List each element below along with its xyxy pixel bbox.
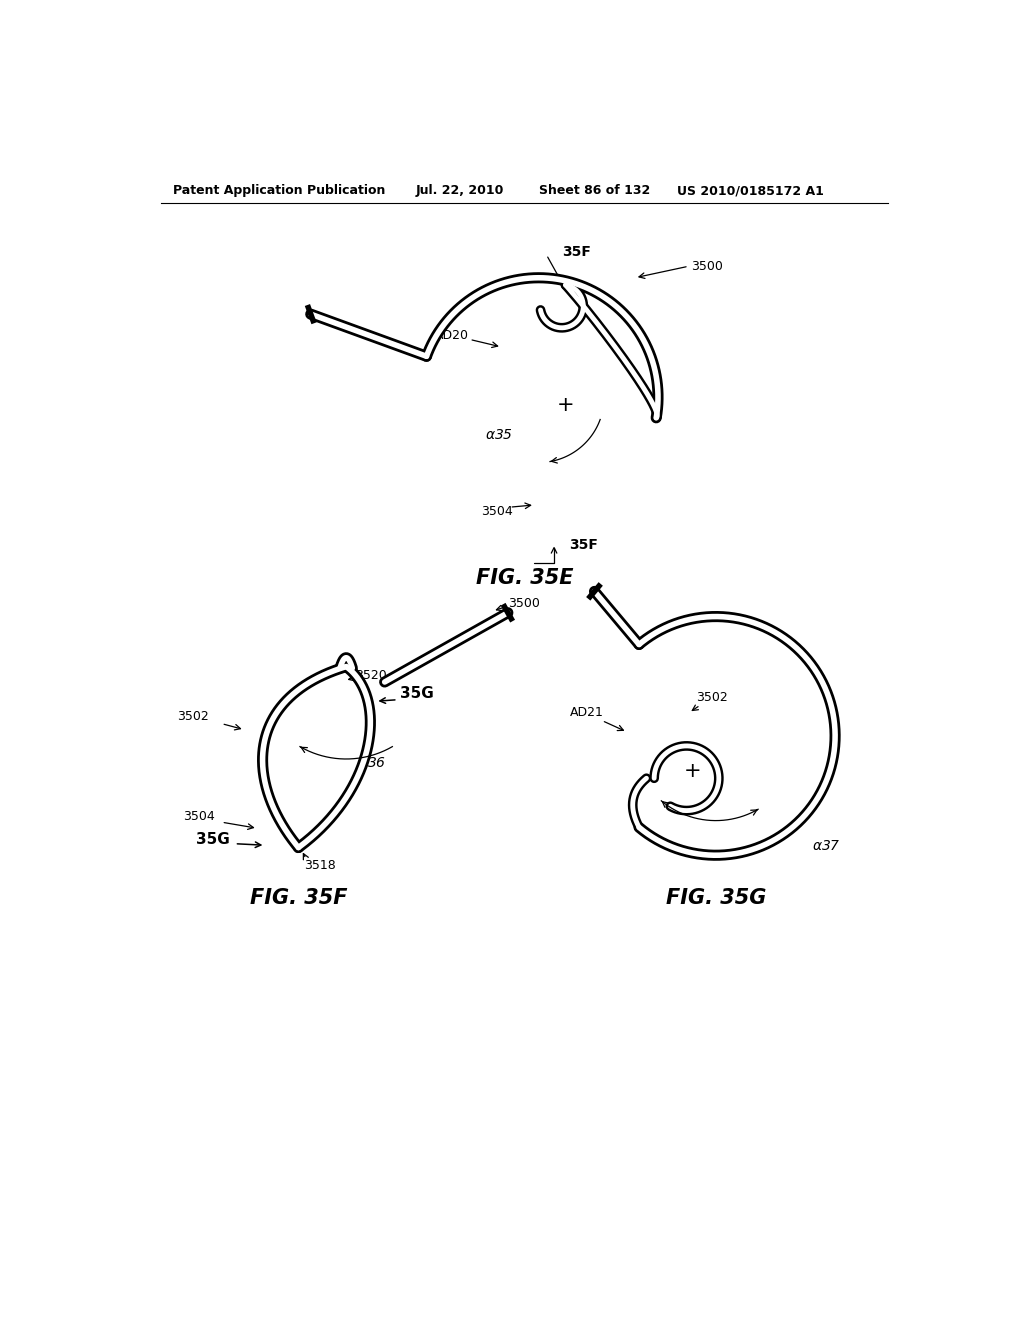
Text: 3502: 3502 <box>177 710 209 723</box>
Text: 3520: 3520 <box>355 669 387 682</box>
Text: Patent Application Publication: Patent Application Publication <box>173 185 385 197</box>
Text: 3504: 3504 <box>183 810 215 824</box>
Text: $\alpha$36: $\alpha$36 <box>357 755 386 770</box>
Text: AD20: AD20 <box>435 329 469 342</box>
Text: AD21: AD21 <box>569 706 603 719</box>
Text: 3518: 3518 <box>304 859 336 871</box>
Text: Jul. 22, 2010: Jul. 22, 2010 <box>416 185 504 197</box>
Text: 35G: 35G <box>196 833 229 847</box>
Text: US 2010/0185172 A1: US 2010/0185172 A1 <box>677 185 824 197</box>
Text: $\alpha$37: $\alpha$37 <box>812 840 841 853</box>
Text: +: + <box>557 395 574 414</box>
Text: 3500: 3500 <box>691 260 723 273</box>
Text: FIG. 35G: FIG. 35G <box>666 887 766 908</box>
Text: +: + <box>684 760 701 780</box>
Text: Sheet 86 of 132: Sheet 86 of 132 <box>539 185 650 197</box>
Text: 35F: 35F <box>562 246 591 259</box>
Text: 35F: 35F <box>569 539 598 552</box>
Text: 3504: 3504 <box>481 504 513 517</box>
Text: $\alpha$35: $\alpha$35 <box>484 429 513 442</box>
Text: 3500: 3500 <box>508 597 540 610</box>
Text: FIG. 35E: FIG. 35E <box>476 568 573 587</box>
Text: 3502: 3502 <box>696 690 728 704</box>
Text: FIG. 35F: FIG. 35F <box>250 887 347 908</box>
Text: 35G: 35G <box>400 686 434 701</box>
